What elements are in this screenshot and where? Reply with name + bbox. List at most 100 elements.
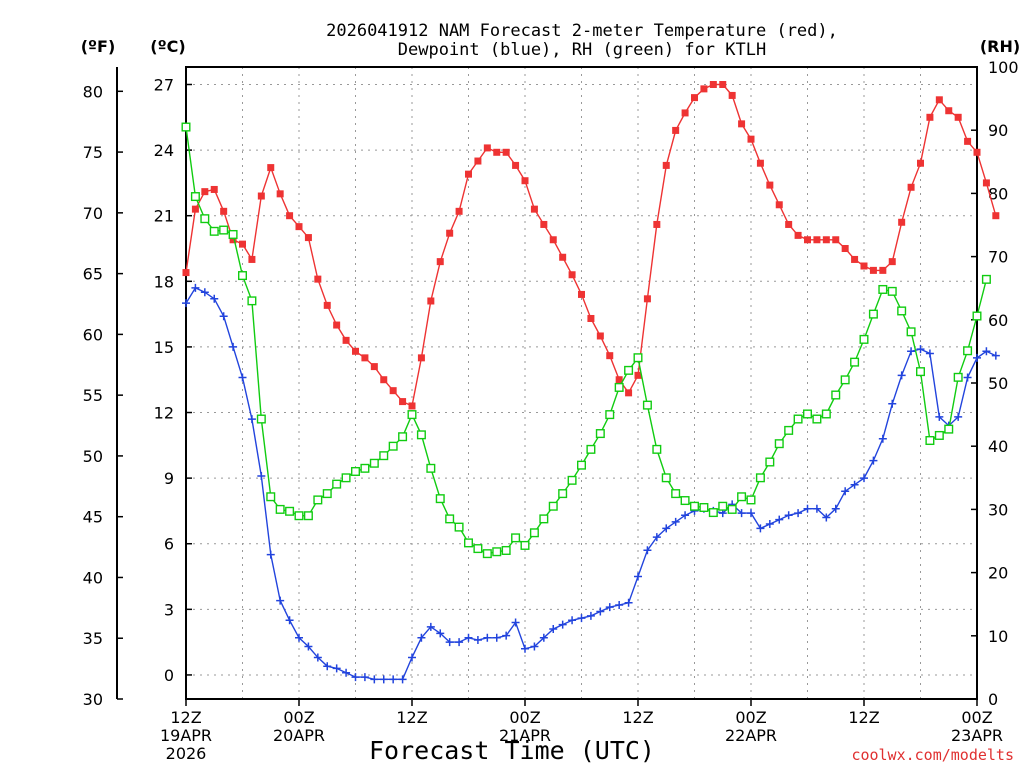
data-point-open-square: [482, 549, 492, 559]
data-point-open-square: [275, 504, 285, 514]
data-point-square: [436, 258, 444, 266]
data-point-open-square: [699, 503, 709, 513]
axes: 30 35 40 45 50 55 60 65 70 75 80 0 3 6 9 12 15 18 21 24 27 0 1…: [83, 58, 1019, 763]
data-point-open-square: [944, 424, 954, 434]
x-tick-label: 00Z: [961, 708, 992, 727]
data-point-plus: [200, 288, 209, 297]
data-point-square: [248, 255, 256, 263]
data-point-open-square: [256, 414, 266, 424]
data-point-open-square: [624, 365, 634, 375]
x-tick-label: 00Z: [735, 708, 766, 727]
data-point-open-square: [567, 475, 577, 485]
data-point-open-square: [341, 473, 351, 483]
data-point-open-square: [209, 226, 219, 236]
data-point-open-square: [633, 353, 643, 363]
data-point-square: [568, 271, 576, 279]
data-point-plus: [360, 673, 369, 682]
data-point-square: [898, 218, 906, 226]
series-2-meter-temperature: [182, 80, 1000, 410]
data-point-plus: [812, 504, 821, 513]
data-point-square: [804, 236, 811, 244]
data-point-square: [615, 376, 623, 384]
data-point-plus: [803, 504, 812, 513]
rh-tick-label: 100: [988, 58, 1019, 77]
rh-tick-label: 40: [988, 437, 1008, 456]
data-point-open-square: [831, 390, 841, 400]
data-point-square: [653, 220, 661, 228]
fahrenheit-tick-label: 45: [83, 508, 103, 527]
data-point-plus: [342, 668, 351, 677]
data-point-square: [709, 80, 717, 88]
data-point-plus: [822, 513, 831, 522]
data-point-open-square: [803, 409, 813, 419]
data-point-square: [295, 223, 303, 231]
data-point-open-square: [916, 367, 926, 377]
data-point-plus: [379, 675, 388, 684]
data-point-square: [493, 148, 501, 156]
data-point-plus: [624, 598, 633, 607]
data-point-open-square: [878, 284, 888, 294]
data-point-square: [408, 402, 416, 410]
data-point-plus: [219, 312, 228, 321]
data-point-open-square: [445, 514, 455, 524]
celsius-tick-label: 0: [164, 666, 174, 685]
rh-tick-label: 20: [988, 564, 1008, 583]
data-point-plus: [954, 412, 963, 421]
series-2-meter-dewpoint: [182, 283, 1000, 684]
data-point-square: [370, 363, 378, 371]
data-point-open-square: [671, 489, 681, 499]
data-point-open-square: [379, 451, 389, 461]
data-point-plus: [794, 509, 803, 518]
celsius-tick-label: 6: [164, 535, 174, 554]
rh-tick-label: 30: [988, 500, 1008, 519]
data-point-plus: [266, 550, 275, 559]
chart-title: 2026041912 NAM Forecast 2-meter Temperat…: [326, 21, 838, 60]
data-point-open-square: [228, 229, 238, 239]
data-point-open-square: [492, 547, 502, 557]
data-point-plus: [916, 345, 925, 354]
fahrenheit-tick-label: 65: [83, 265, 103, 284]
data-point-open-square: [897, 306, 907, 316]
data-point-open-square: [821, 409, 831, 419]
data-point-plus: [982, 347, 991, 356]
data-point-plus: [276, 596, 285, 605]
data-point-plus: [408, 653, 416, 662]
data-point-plus: [455, 638, 464, 647]
data-point-square: [841, 245, 849, 253]
fahrenheit-tick-label: 40: [83, 568, 103, 587]
data-point-open-square: [746, 495, 756, 505]
x-tick-label: 2026: [166, 744, 207, 763]
data-point-square: [502, 148, 510, 156]
x-tick-label: 20APR: [273, 726, 325, 745]
data-point-square: [210, 185, 218, 193]
celsius-tick-label: 15: [154, 338, 174, 357]
data-point-open-square: [313, 495, 323, 505]
rh-tick-label: 50: [988, 374, 1008, 393]
x-tick-label: 23APR: [951, 726, 1003, 745]
data-point-square: [417, 354, 425, 362]
data-point-square: [982, 179, 990, 187]
x-tick-label: 12Z: [848, 708, 879, 727]
fahrenheit-tick-label: 35: [83, 629, 103, 648]
data-point-square: [220, 207, 228, 215]
data-point-open-square: [266, 492, 276, 502]
data-point-plus: [473, 635, 482, 644]
credit-text: coolwx.com/modelts: [851, 746, 1014, 764]
fahrenheit-tick-label: 75: [83, 143, 103, 162]
data-point-open-square: [887, 286, 897, 296]
data-point-plus: [991, 351, 1000, 360]
data-point-square: [333, 321, 341, 329]
data-point-open-square: [351, 466, 361, 476]
data-point-open-square: [332, 479, 342, 489]
data-point-square: [342, 336, 350, 344]
data-point-square: [578, 290, 585, 298]
data-point-square: [813, 236, 821, 244]
data-point-open-square: [972, 311, 982, 321]
x-tick-label: 00Z: [509, 708, 540, 727]
data-point-open-square: [812, 414, 822, 424]
data-point-plus: [492, 633, 501, 642]
data-point-plus: [652, 533, 661, 542]
data-point-plus: [210, 294, 219, 303]
data-point-plus: [511, 618, 520, 627]
